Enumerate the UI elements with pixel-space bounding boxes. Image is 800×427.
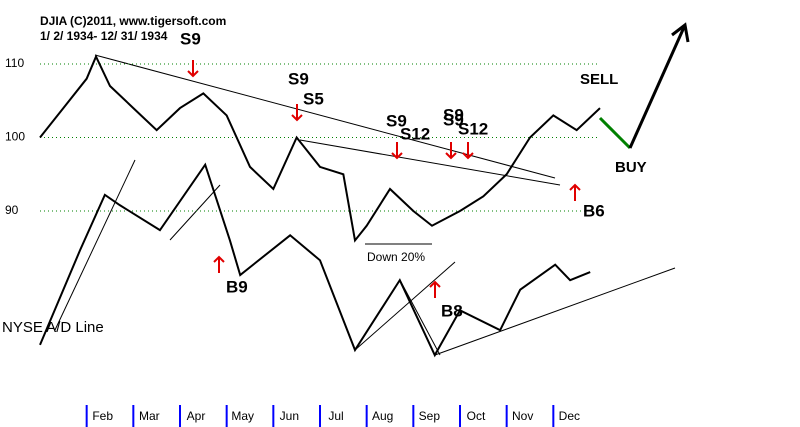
signal-label: S9 bbox=[180, 29, 201, 48]
arrow-up bbox=[628, 24, 687, 149]
signal-label: S5 bbox=[303, 89, 324, 108]
signal-arrow-head bbox=[291, 114, 303, 122]
signal-arrow-head bbox=[187, 70, 199, 78]
y-tick-label: 100 bbox=[5, 130, 25, 144]
x-tick-label: Feb bbox=[92, 409, 113, 423]
x-tick-label: Aug bbox=[372, 409, 393, 423]
trend-line bbox=[354, 261, 456, 351]
signal-label: S9 bbox=[288, 69, 309, 88]
signal-arrow-head bbox=[213, 255, 225, 263]
signal-arrow-head bbox=[445, 152, 457, 160]
signal-label: S12 bbox=[400, 124, 430, 143]
signal-label: B8 bbox=[441, 301, 463, 320]
buy-stroke bbox=[598, 116, 632, 150]
x-tick-label: Apr bbox=[187, 409, 206, 423]
trend-line bbox=[94, 54, 556, 179]
signal-label: Down 20% bbox=[367, 250, 425, 264]
signal-label: S12 bbox=[458, 119, 488, 138]
arrow-head bbox=[671, 22, 690, 43]
series-line bbox=[39, 162, 591, 358]
x-tick-label: Oct bbox=[467, 409, 486, 423]
signal-arrow-head bbox=[462, 152, 474, 160]
trend-line bbox=[169, 184, 221, 241]
signal-label: SELL bbox=[580, 71, 618, 88]
signal-arrow-head bbox=[569, 183, 581, 191]
chart-subtitle: (C)2011, www.tigersoft.com bbox=[70, 14, 226, 28]
trend-line bbox=[54, 159, 136, 331]
signal-label: S9 bbox=[443, 110, 464, 129]
signal-label: B6 bbox=[583, 201, 605, 220]
x-tick-label: May bbox=[231, 409, 254, 423]
x-tick-label: Jun bbox=[280, 409, 299, 423]
trend-line bbox=[434, 267, 676, 356]
chart-title: DJIA bbox=[40, 14, 68, 28]
legend-label: NYSE A/D Line bbox=[2, 319, 104, 336]
trend-line bbox=[299, 139, 561, 186]
x-tick-label: Nov bbox=[512, 409, 533, 423]
x-tick-label: Jul bbox=[328, 409, 343, 423]
signal-arrow-head bbox=[429, 280, 441, 288]
signal-label: B9 bbox=[226, 277, 248, 296]
series-line bbox=[39, 54, 601, 243]
signal-arrow-head bbox=[391, 152, 403, 160]
x-tick-label: Dec bbox=[559, 409, 580, 423]
y-tick-label: 90 bbox=[5, 203, 19, 217]
x-tick-label: Mar bbox=[139, 409, 160, 423]
signal-label: BUY bbox=[615, 159, 647, 176]
signal-label: S9 bbox=[386, 111, 407, 130]
date-range: 1/ 2/ 1934- 12/ 31/ 1934 bbox=[40, 29, 168, 43]
x-tick-label: Sep bbox=[419, 409, 441, 423]
y-tick-label: 110 bbox=[5, 56, 24, 70]
signal-label: S9 bbox=[443, 105, 464, 124]
